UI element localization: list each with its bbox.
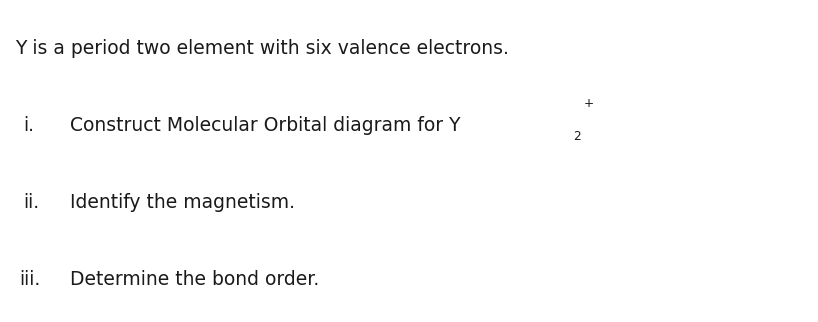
Text: iii.: iii.: [20, 270, 41, 289]
Text: Construct Molecular Orbital diagram for Y: Construct Molecular Orbital diagram for …: [70, 116, 460, 135]
Text: 2: 2: [573, 130, 581, 143]
Text: Y is a period two element with six valence electrons.: Y is a period two element with six valen…: [15, 39, 509, 58]
Text: +: +: [583, 97, 594, 109]
Text: i.: i.: [23, 116, 34, 135]
Text: Identify the magnetism.: Identify the magnetism.: [70, 193, 294, 212]
Text: ii.: ii.: [23, 193, 39, 212]
Text: 2: 2: [573, 130, 581, 143]
Text: Determine the bond order.: Determine the bond order.: [70, 270, 319, 289]
